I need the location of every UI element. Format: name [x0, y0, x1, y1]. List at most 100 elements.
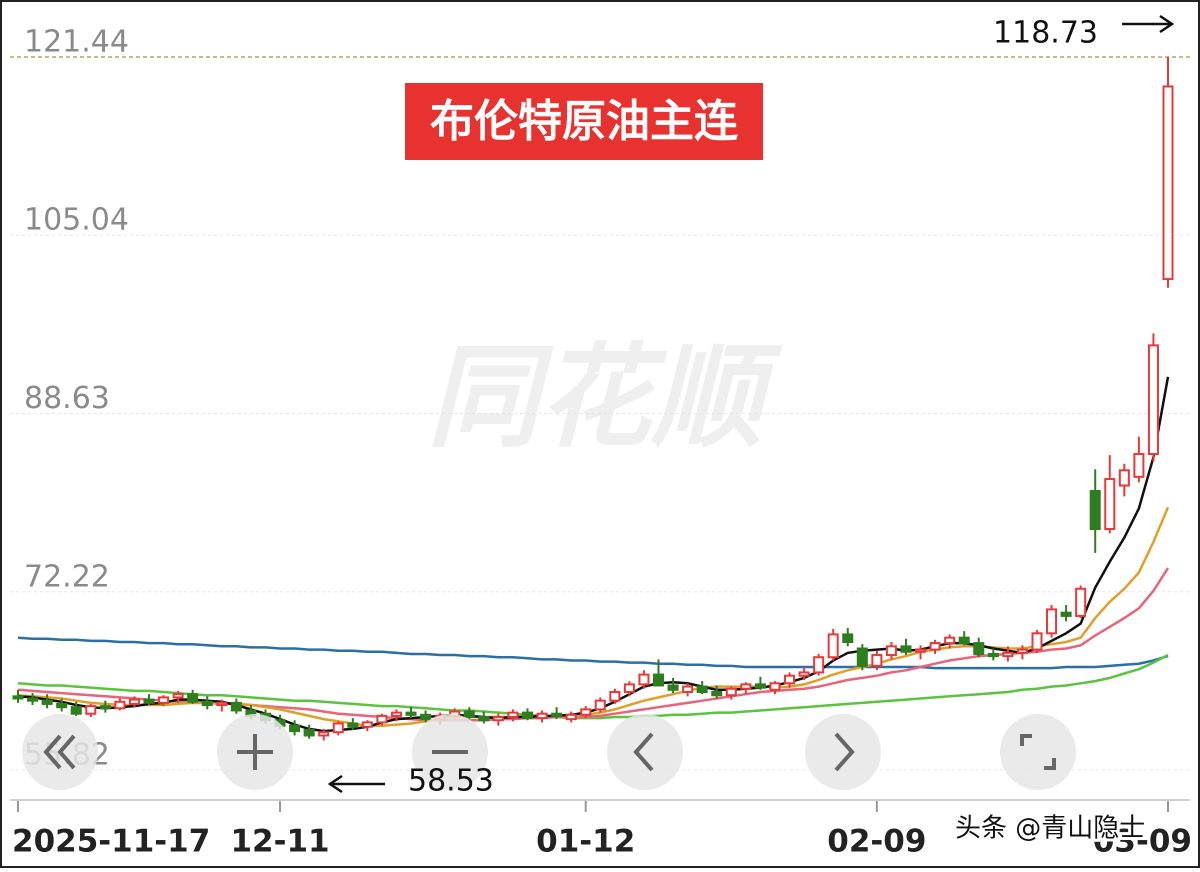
candle-body [27, 697, 39, 702]
candle-body [798, 671, 810, 677]
candle-body [725, 687, 737, 697]
candle-body [609, 690, 621, 702]
chart-title: 布伦特原油主连 [430, 96, 738, 147]
x-tick-label: 03-09 [1093, 824, 1192, 860]
candle-body [1002, 651, 1014, 658]
candle-body [784, 674, 796, 685]
candle-body [944, 636, 956, 645]
candle-body [1147, 344, 1159, 456]
candle-body [551, 712, 563, 717]
candle-body [230, 701, 242, 712]
candle-body [915, 648, 927, 653]
candle-body [1060, 611, 1072, 617]
candle-body [536, 712, 548, 720]
candle-body [769, 682, 781, 691]
candle-body [565, 713, 577, 721]
candle-body [1031, 632, 1043, 651]
candle-body [842, 633, 854, 644]
button-left[interactable] [607, 714, 683, 790]
candle-body [303, 729, 315, 737]
y-tick-label: 88.63 [24, 381, 110, 416]
candle-body [128, 698, 140, 705]
candle-body [56, 702, 68, 709]
candle-body [667, 684, 679, 691]
candle-body [1016, 648, 1028, 654]
average-line [17, 636, 1169, 670]
candle-body [187, 693, 199, 703]
x-tick-label: 01-12 [536, 824, 635, 860]
candle-body [216, 701, 228, 707]
candle-body [318, 731, 330, 737]
candle-body [1046, 608, 1058, 635]
candle-body [463, 710, 475, 718]
candle-body [289, 724, 301, 733]
annotation-arrow [1122, 14, 1175, 34]
candle-body [813, 656, 825, 674]
average-line [17, 653, 1169, 720]
candle-body [885, 645, 897, 657]
candle-body [99, 705, 111, 710]
candle-body [958, 636, 970, 645]
candle-body [1075, 587, 1087, 617]
credit: 头条 @青山隐士 [955, 814, 1145, 844]
candle-body [172, 693, 184, 699]
plot-area: 55.8272.2288.63105.04121.442025-11-1712-… [10, 25, 1192, 860]
candle-body [478, 715, 490, 722]
candle-body [420, 713, 432, 721]
candle-body [856, 647, 868, 667]
title-box [405, 83, 763, 160]
annotation-label: 58.53 [408, 764, 494, 799]
candle-body [521, 711, 534, 720]
button-zoom-out[interactable] [412, 714, 488, 790]
candle-body [638, 673, 650, 686]
candle-body [143, 698, 155, 704]
annotations: 118.73 58.53 [327, 14, 1175, 799]
candle-body [754, 683, 766, 689]
candle-body [973, 642, 985, 655]
candle-body [507, 711, 519, 718]
candle-body [900, 645, 912, 653]
candle-body [158, 696, 170, 704]
candle-body [347, 722, 359, 728]
candle-body [114, 700, 126, 710]
candle-body [361, 721, 373, 728]
annotation-arrow [327, 774, 385, 794]
candle-body [594, 699, 606, 711]
candle-body [1089, 489, 1101, 531]
x-tick-label: 02-09 [827, 824, 926, 860]
candle-body [682, 685, 694, 693]
candle-body [740, 683, 752, 690]
candle-body [12, 695, 24, 700]
candle-body [41, 699, 53, 705]
button-zoom-in[interactable] [217, 714, 293, 790]
candle-body [652, 673, 665, 687]
x-tick-label: 2025-11-17 [12, 824, 210, 860]
y-tick-label: 121.44 [24, 25, 129, 60]
button-rewind[interactable] [22, 714, 98, 790]
candle-body [580, 708, 592, 716]
candle-body [332, 722, 344, 734]
watermark: 同花顺 [427, 333, 783, 463]
candle-body [1162, 85, 1174, 281]
candle-body [201, 700, 213, 707]
candle-body [623, 683, 635, 693]
candle-body [929, 642, 941, 651]
candle-body [376, 714, 388, 724]
x-tick-label: 12-11 [230, 824, 329, 860]
button-fullscreen[interactable] [1000, 714, 1076, 790]
candle-body [85, 705, 97, 715]
candle-body [696, 685, 708, 693]
nav-buttons [22, 714, 1076, 790]
annotation-label: 118.73 [993, 16, 1098, 51]
y-tick-label: 105.04 [24, 203, 129, 238]
candle-body [492, 715, 504, 722]
y-tick-label: 72.22 [24, 559, 110, 594]
button-right[interactable] [805, 714, 881, 790]
candle-body [711, 690, 723, 697]
candle-body [390, 711, 402, 717]
candle-body [827, 633, 839, 659]
candle-body [1104, 478, 1116, 531]
candle-body [1118, 469, 1130, 487]
